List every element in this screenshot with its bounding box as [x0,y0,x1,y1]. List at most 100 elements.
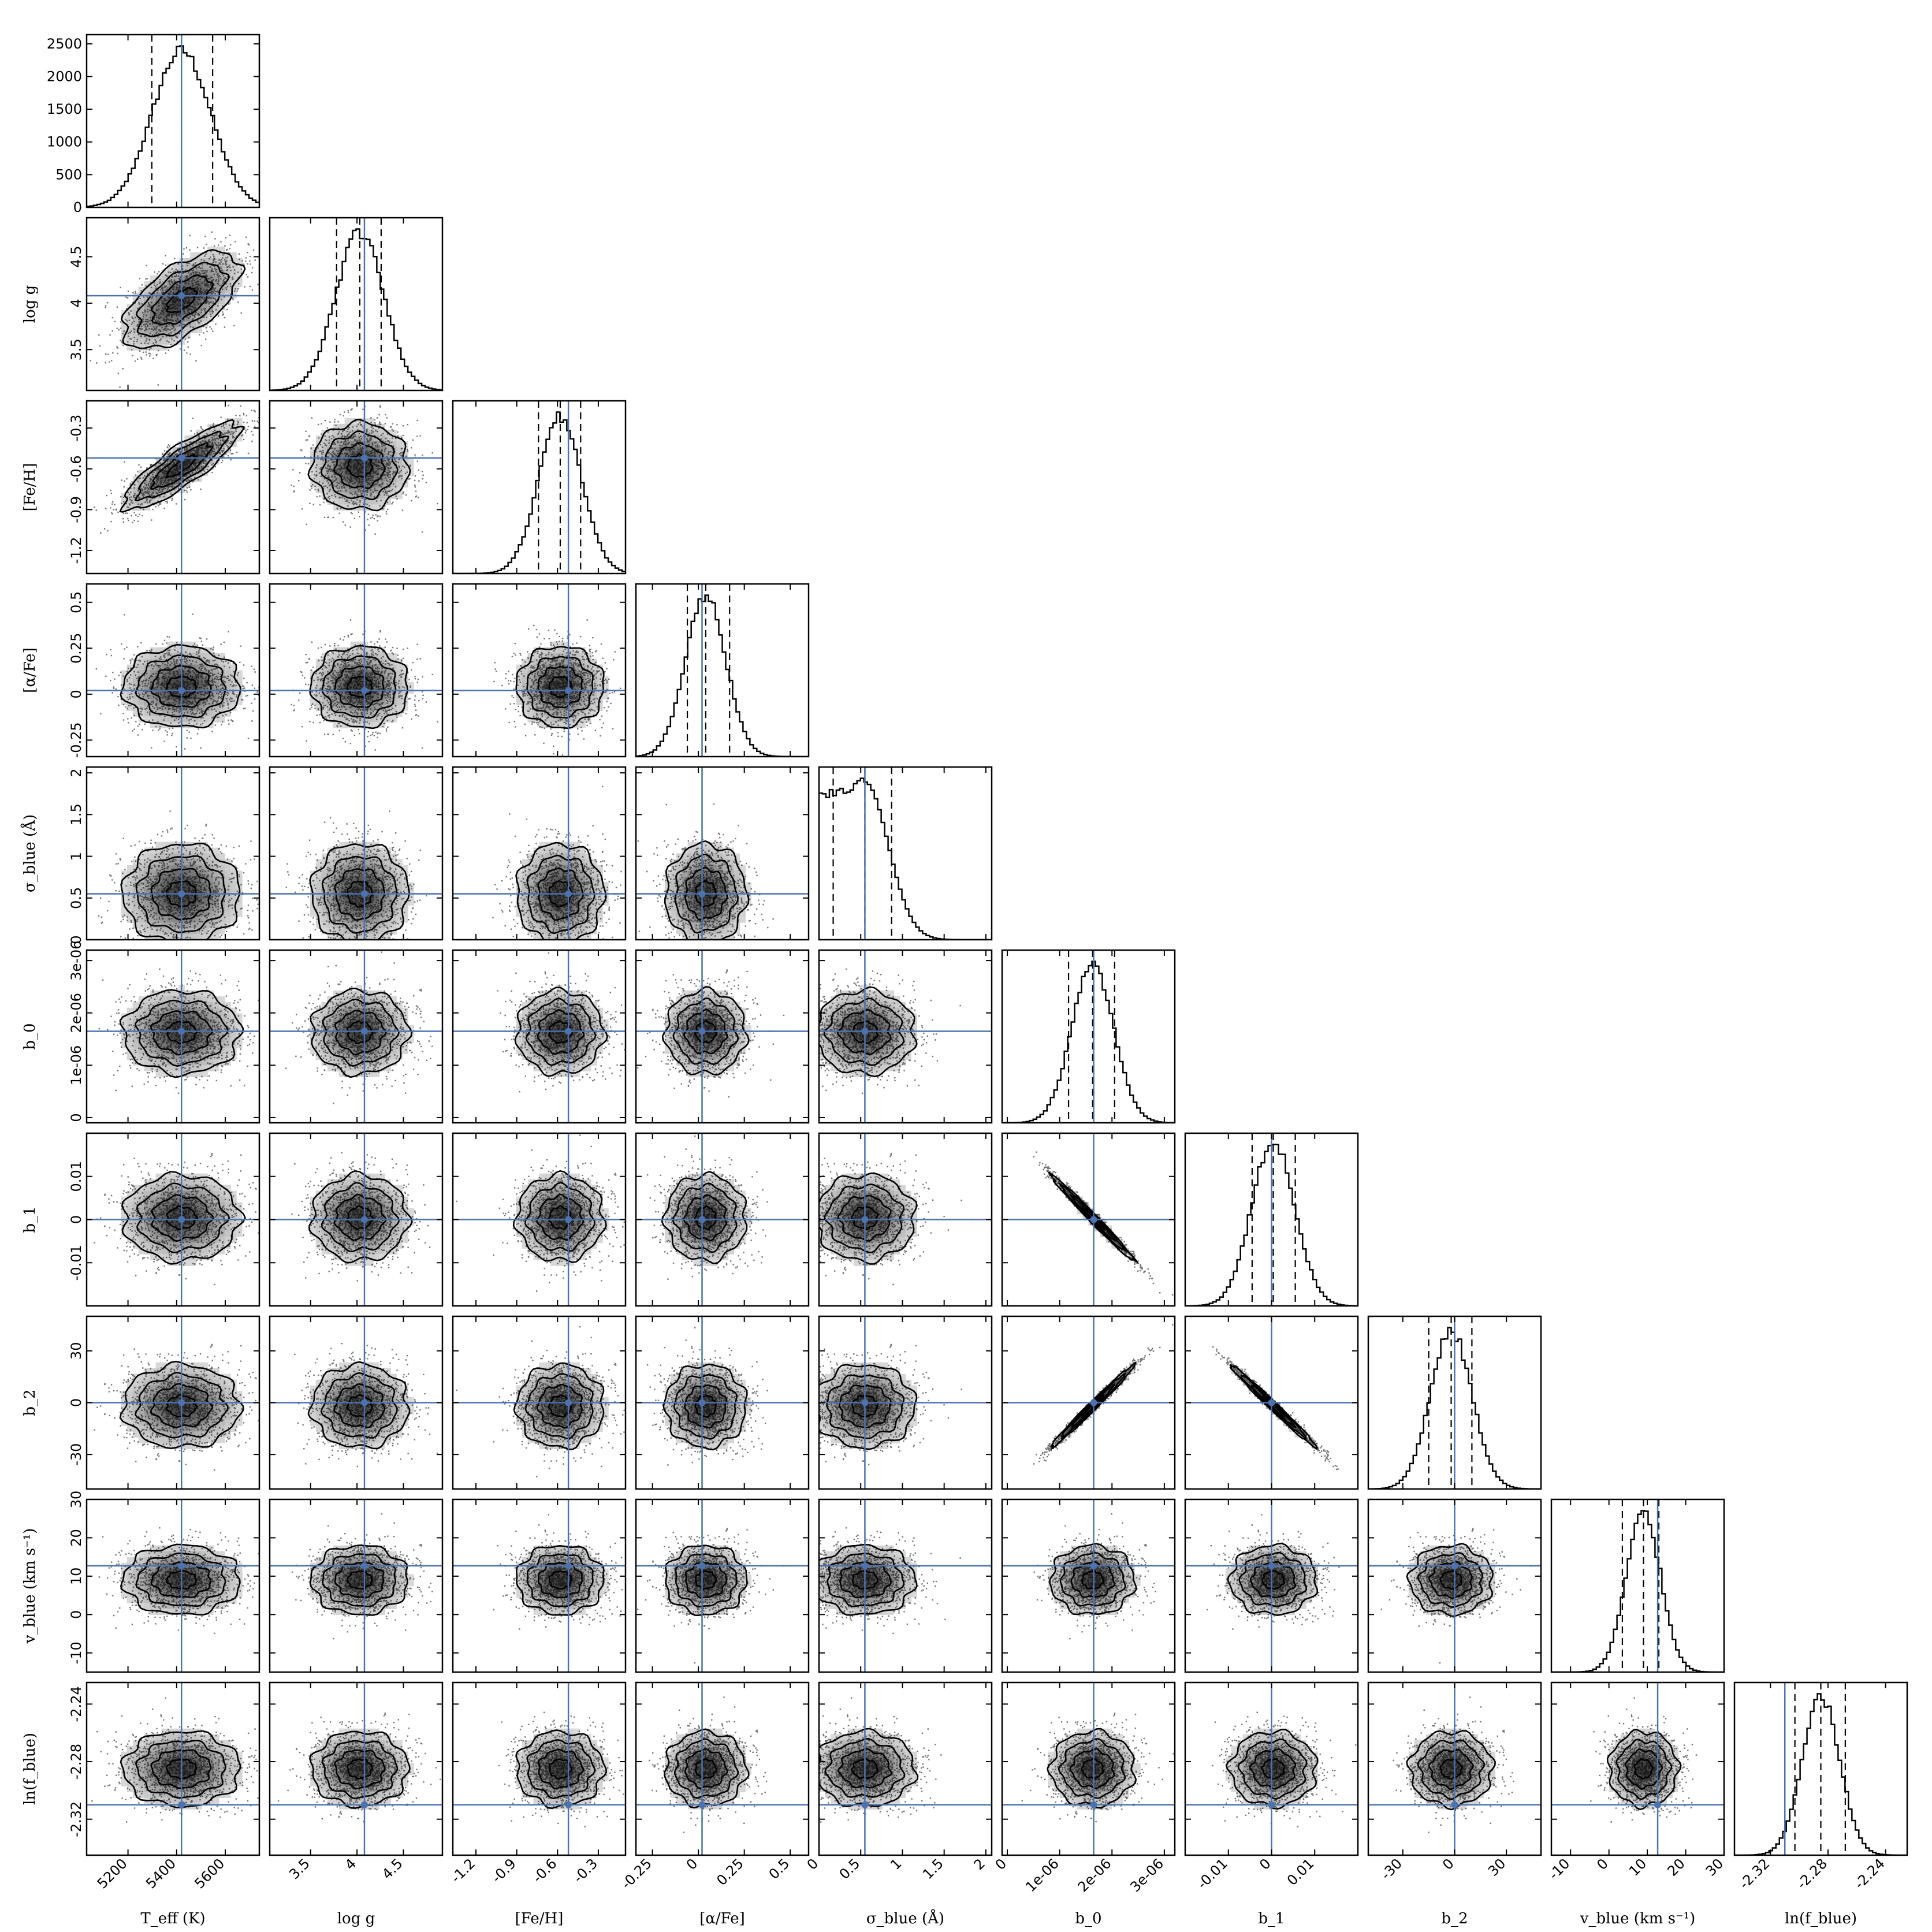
contour [1237,1739,1308,1800]
contour [151,1194,214,1242]
contour [334,1749,386,1789]
scatter-points [292,1513,433,1640]
contour [524,1182,596,1252]
y-axis-label-v-blue-km-s: v_blue (km s⁻¹) [21,1528,39,1644]
contour [309,645,408,729]
contour [150,1383,214,1428]
scatter-points [90,231,259,388]
ytick-label: -0.6 [68,455,84,482]
panel-4-1 [269,766,444,941]
xtick-label: 0 [683,1855,701,1873]
contour [513,1362,605,1450]
ytick-label: -1.2 [68,537,84,564]
truth-point [1268,1801,1275,1808]
truth-point [698,1562,706,1569]
panel-8-1 [269,1498,444,1673]
contour [548,1758,573,1780]
contour [134,430,229,501]
ytick-label: 1e-06 [68,1045,84,1085]
contour [1240,1374,1307,1440]
contour [136,1182,230,1253]
panel-frame [818,1681,993,1856]
contour [119,1360,244,1450]
xtick-label: -0.9 [489,1855,519,1886]
xtick-label: -0.01 [1194,1855,1231,1892]
contour [851,1758,879,1780]
contour [150,665,212,708]
panel-2-2 [452,400,627,575]
histogram-v-blue-km-s [1551,1510,1724,1672]
contour [150,1010,213,1056]
panel-1-0: 3.5 4 4.5 log g [21,217,260,392]
contour [683,1008,728,1055]
panel-5-1 [269,949,444,1124]
contour [1047,1171,1139,1264]
xtick-label: 3e-06 [1127,1855,1167,1895]
panel-8-5 [1001,1498,1176,1673]
contour [826,1374,904,1439]
contour [307,1361,411,1450]
panel-7-2 [452,1315,627,1490]
contour [166,1205,199,1230]
contour [837,1748,892,1789]
contour [135,1372,229,1439]
contour [120,1730,241,1808]
contour [346,1205,374,1230]
xtick-label: 0 [1439,1855,1457,1873]
panel-frame [818,1498,993,1673]
panel-7-7 [1367,1315,1542,1490]
scatter-points [492,786,622,940]
scatter-points [493,619,621,756]
panel-7-0: -30 0 30 b_2 [21,1315,260,1490]
contour [525,997,597,1066]
xtick-label: -2.28 [1793,1855,1830,1892]
contour [150,442,214,490]
truth-point [360,454,368,461]
x-axis-label-log-g: log g [337,1910,375,1927]
contour [694,1758,717,1780]
panel-frame [85,217,260,392]
panel-frame [269,766,444,941]
contour [321,655,397,719]
panel-6-5 [1001,1132,1176,1307]
panel-frame [85,1681,260,1856]
y-axis-label-fe: [α/Fe] [21,647,39,693]
y-axis-label-log-g: log g [21,285,39,323]
panel-4-0: 0 0.5 1 1.5 2 σ_blue (Å) [20,766,260,944]
contour [548,1205,573,1230]
contour [320,1372,398,1439]
contour [310,987,413,1078]
xtick-label: -0.25 [618,1855,655,1892]
contour [672,997,739,1066]
panel-frame [635,1681,810,1856]
truth-point [1090,1801,1097,1808]
contour [1058,1182,1128,1253]
ytick-label: 0 [68,1610,84,1619]
ytick-label: 0.25 [68,633,84,664]
truth-point [360,1562,368,1569]
contour [515,1729,607,1810]
truth-point [1268,1562,1275,1569]
contour [673,1738,739,1799]
panel-8-7 [1367,1498,1542,1673]
contour [673,1373,738,1440]
panel-frame [85,949,260,1124]
contour [662,1363,748,1451]
xtick-label: 0.5 [836,1855,863,1882]
contour [135,1553,226,1607]
contour [1049,1543,1137,1615]
truth-point [565,1216,572,1223]
panel-9-8: -10 0 10 20 30 v_blue (km s⁻¹) [1546,1681,1726,1927]
contour [526,1739,596,1800]
panel-9-7: -30 0 30 b_2 [1367,1681,1542,1927]
panel-5-0: 0 1e-06 2e-06 3e-06 b_0 [21,941,260,1124]
panel-0-0: 0 500 1000 1500 2000 2500 [47,33,260,215]
x-axis-label-b-1: b_1 [1258,1910,1285,1927]
ytick-label: 0 [68,935,84,944]
contour [165,1758,198,1780]
hist-ytick-label: 1500 [47,101,82,117]
contour [334,665,385,709]
panel-frame [452,583,627,758]
truth-point [178,687,185,694]
